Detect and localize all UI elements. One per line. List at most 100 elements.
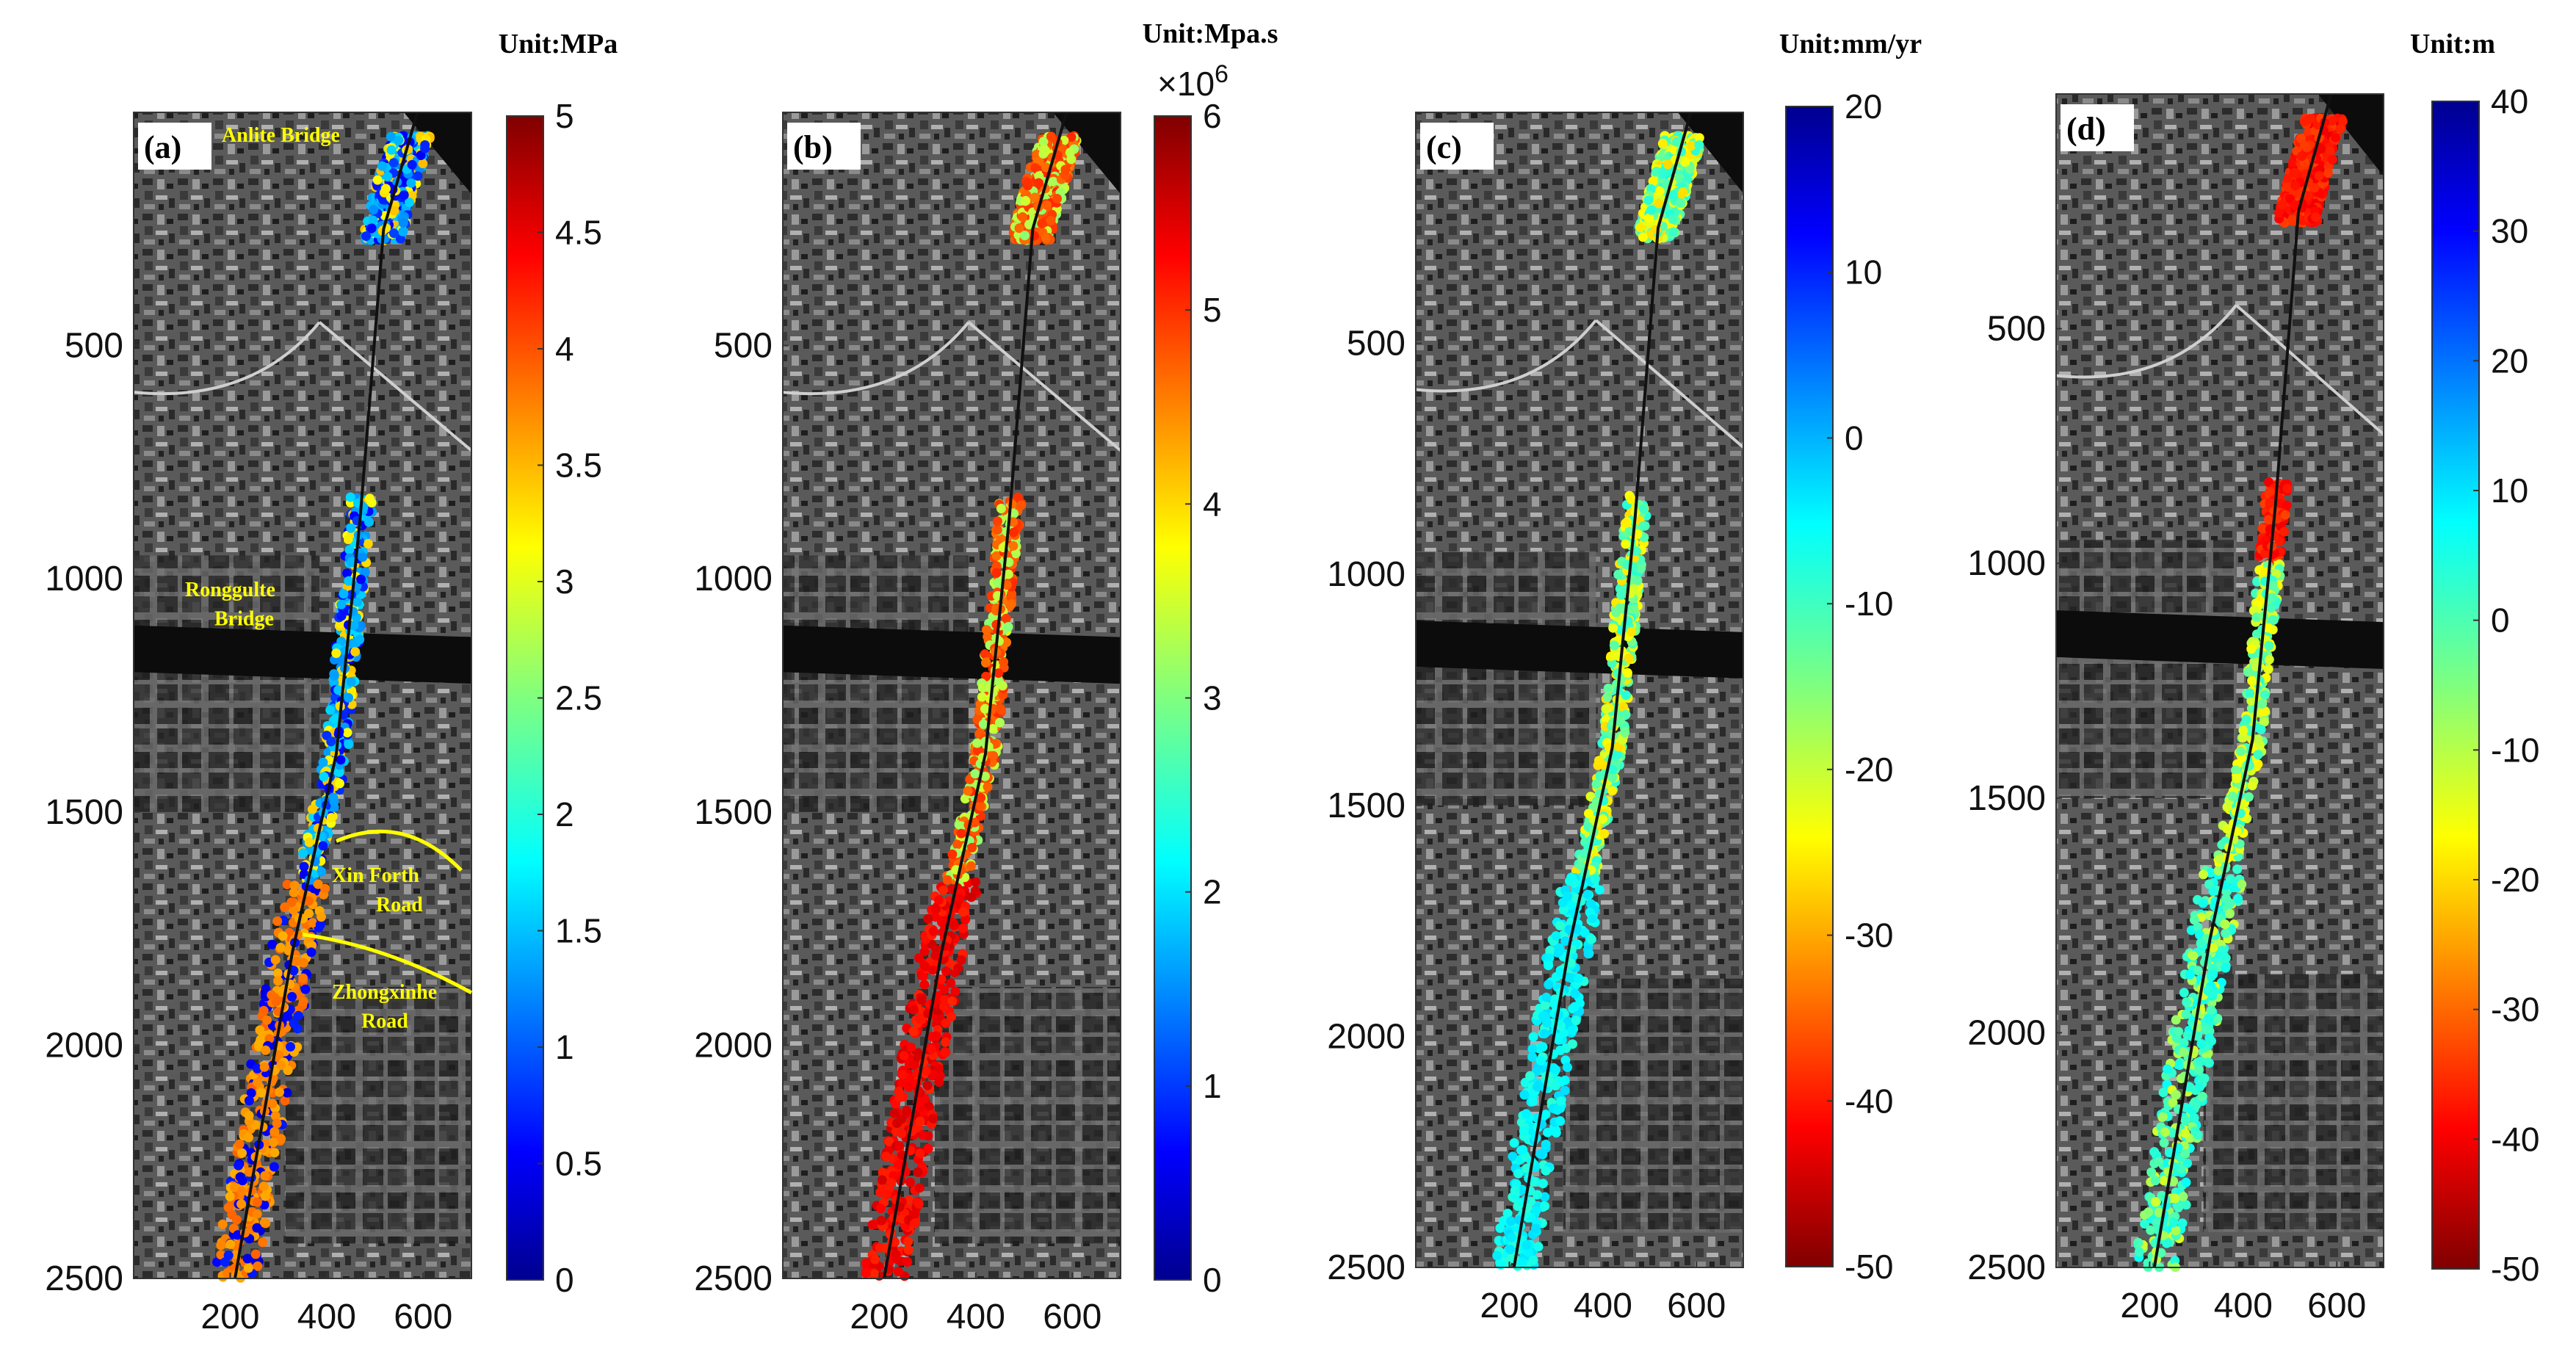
data-point xyxy=(1668,189,1679,200)
data-point xyxy=(268,1137,278,1148)
data-point xyxy=(1521,1109,1531,1119)
data-point xyxy=(242,1253,253,1264)
data-point xyxy=(292,956,302,966)
data-point xyxy=(894,1140,905,1151)
data-point xyxy=(949,920,959,930)
field-blocks xyxy=(1416,551,1596,806)
data-point xyxy=(260,1170,270,1181)
y-tick-label: 1500 xyxy=(694,793,773,832)
colorbar-tick-label: -20 xyxy=(1845,750,1893,789)
data-point xyxy=(966,861,976,871)
colorbar-tick-label: -10 xyxy=(2491,731,2539,769)
data-point xyxy=(1654,186,1665,196)
data-point xyxy=(280,1096,290,1106)
colorbar-tick-label: -40 xyxy=(2491,1120,2539,1158)
data-point xyxy=(2143,1207,2154,1217)
colorbar-tick-label: -20 xyxy=(2491,861,2539,899)
data-point xyxy=(2173,1203,2183,1213)
track-line xyxy=(234,112,419,1279)
data-point xyxy=(216,1240,226,1251)
colorbar xyxy=(2431,101,2480,1270)
data-point xyxy=(304,837,314,847)
data-point xyxy=(356,574,366,585)
data-point xyxy=(286,1042,295,1052)
colorbar-tick-label: -30 xyxy=(1845,916,1893,955)
x-tick-label: 600 xyxy=(394,1298,452,1336)
data-point xyxy=(1676,198,1686,209)
data-point xyxy=(1663,159,1673,170)
colorbar-tick-label: 10 xyxy=(1845,253,1882,292)
annotation-road: Road xyxy=(361,1010,408,1033)
x-tick-label: 400 xyxy=(297,1298,356,1336)
river xyxy=(783,625,1121,684)
data-point xyxy=(289,966,299,976)
data-point xyxy=(2174,1027,2184,1037)
data-point xyxy=(972,738,983,748)
data-point xyxy=(1550,1080,1560,1090)
data-point xyxy=(928,1113,938,1123)
data-point xyxy=(237,1148,247,1158)
field-blocks xyxy=(286,987,471,1244)
data-point xyxy=(2309,183,2320,193)
data-point xyxy=(2282,483,2293,493)
data-point xyxy=(244,1110,254,1121)
data-point xyxy=(2179,1047,2189,1057)
data-point xyxy=(318,841,328,851)
data-point xyxy=(1544,980,1554,990)
data-point xyxy=(252,1223,262,1233)
data-point xyxy=(916,995,927,1005)
data-point xyxy=(1016,500,1027,510)
data-point xyxy=(1599,828,1610,839)
panel-label: (d) xyxy=(2066,111,2106,147)
data-point xyxy=(892,1118,902,1128)
data-point xyxy=(2190,1126,2200,1136)
data-point xyxy=(2178,1192,2188,1201)
data-point xyxy=(258,1005,269,1016)
data-point xyxy=(913,1198,924,1209)
data-point xyxy=(383,172,393,181)
data-point xyxy=(930,950,941,960)
colorbar-tick-label: -50 xyxy=(2491,1250,2539,1288)
data-point xyxy=(344,692,354,703)
y-tick-label: 2000 xyxy=(1327,1017,1405,1056)
data-point xyxy=(1034,178,1043,188)
data-point xyxy=(881,1151,891,1162)
data-point xyxy=(1041,233,1051,243)
field-blocks xyxy=(134,555,319,812)
data-point xyxy=(2180,1128,2190,1138)
data-point xyxy=(2220,919,2230,930)
y-tick-label: 1500 xyxy=(45,793,123,832)
data-point xyxy=(931,904,941,914)
data-point xyxy=(333,685,344,695)
data-point xyxy=(342,568,352,579)
data-point xyxy=(399,190,409,200)
data-point xyxy=(1020,231,1030,241)
data-point xyxy=(947,996,958,1006)
data-point xyxy=(360,567,370,577)
data-point xyxy=(1588,913,1597,924)
y-tick-label: 1000 xyxy=(1967,544,2046,583)
data-point xyxy=(269,1148,280,1158)
data-point xyxy=(977,692,987,702)
data-point xyxy=(952,839,963,850)
data-point xyxy=(956,955,966,965)
data-point xyxy=(253,1077,263,1088)
data-point xyxy=(1594,885,1604,895)
data-point xyxy=(956,828,966,839)
data-point xyxy=(2253,750,2263,760)
data-point xyxy=(1627,627,1637,637)
data-point xyxy=(2198,898,2208,908)
data-point xyxy=(963,786,973,796)
data-point xyxy=(1519,1126,1529,1136)
data-point xyxy=(398,218,408,228)
data-point xyxy=(897,1070,908,1080)
data-point xyxy=(243,1263,253,1273)
data-point xyxy=(244,1096,254,1106)
data-point xyxy=(344,545,355,555)
data-point xyxy=(344,576,354,586)
data-point xyxy=(2241,714,2251,725)
data-point xyxy=(2181,1009,2191,1019)
data-point xyxy=(1580,927,1590,938)
data-point xyxy=(936,974,947,985)
